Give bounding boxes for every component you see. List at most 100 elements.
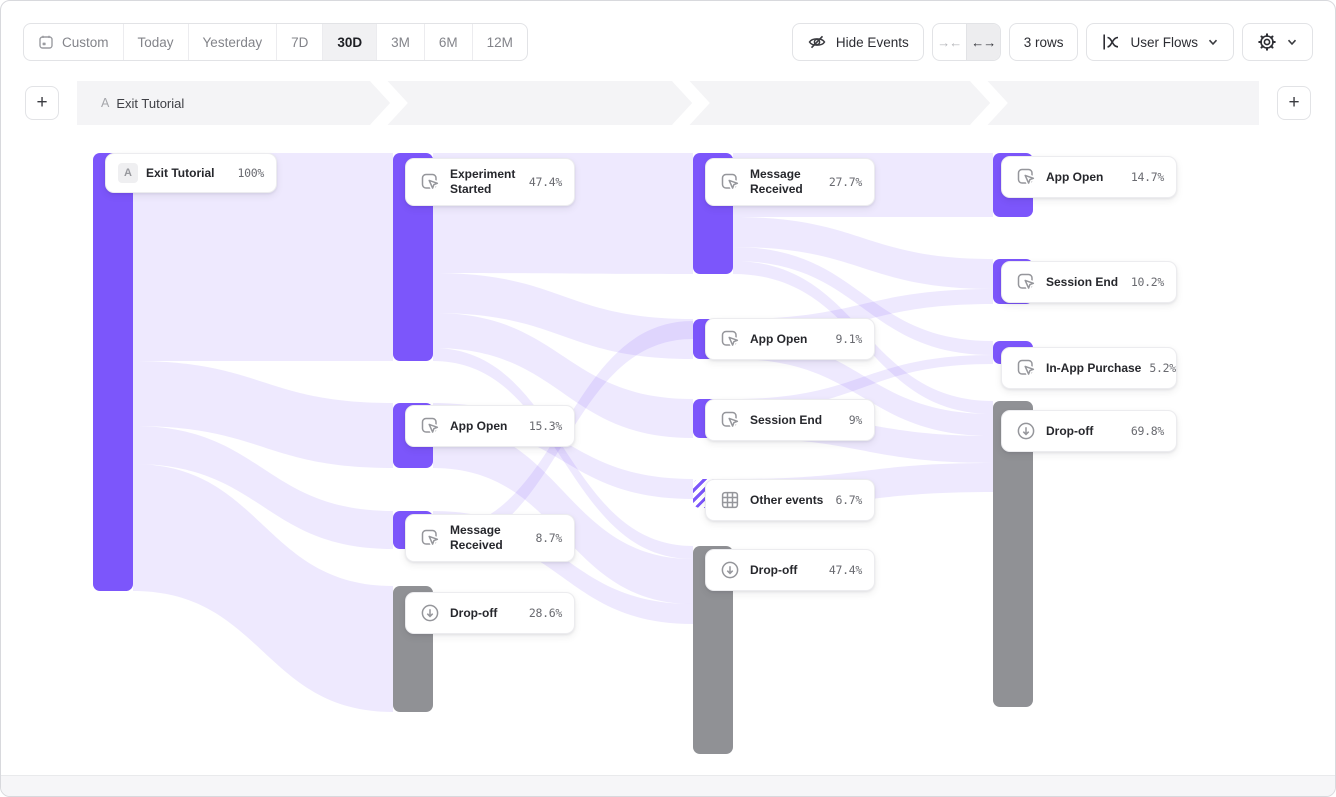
hide-events-button[interactable]: Hide Events bbox=[791, 23, 924, 61]
date-range-6m[interactable]: 6M bbox=[423, 24, 472, 60]
node-value: 6.7% bbox=[835, 493, 863, 507]
event-icon bbox=[418, 414, 442, 438]
flow-link-message-received-to-in-app-purchase[interactable] bbox=[733, 247, 993, 355]
date-range-label: 7D bbox=[291, 34, 309, 50]
step-header-bar[interactable]: A Exit Tutorial bbox=[77, 81, 1259, 125]
expand-columns-button[interactable]: ←→ bbox=[965, 24, 1000, 60]
flow-link-exit-tutorial-to-drop-off[interactable] bbox=[133, 464, 393, 712]
node-label: Session End bbox=[1046, 274, 1119, 289]
node-value: 69.8% bbox=[1130, 424, 1164, 438]
event-icon bbox=[1014, 165, 1038, 189]
flow-node-experiment-started-col2[interactable]: Experiment Started 47.4% bbox=[405, 158, 575, 206]
view-selector-label: User Flows bbox=[1130, 34, 1198, 50]
settings-button[interactable] bbox=[1242, 23, 1313, 61]
event-icon bbox=[418, 170, 442, 194]
other-events-icon bbox=[718, 488, 742, 512]
flow-link-session-end-to-in-app-purchase[interactable] bbox=[733, 355, 993, 411]
node-value: 47.4% bbox=[528, 175, 562, 189]
flow-link-experiment-started-to-session-end[interactable] bbox=[433, 313, 693, 438]
node-value: 9% bbox=[848, 413, 863, 427]
date-range-label: Custom bbox=[62, 34, 109, 50]
flow-node-drop-off-col2[interactable]: Drop-off 28.6% bbox=[405, 592, 575, 634]
event-icon bbox=[718, 170, 742, 194]
node-label: Message Received bbox=[450, 523, 503, 552]
flow-link-message-received-to-session-end[interactable] bbox=[733, 217, 993, 289]
date-range-30d[interactable]: 30D bbox=[322, 24, 377, 60]
node-label: Drop-off bbox=[1046, 423, 1094, 438]
node-label: Exit Tutorial bbox=[146, 165, 215, 180]
node-label: In-App Purchase bbox=[1046, 360, 1142, 375]
flow-link-experiment-started-to-drop-off[interactable] bbox=[433, 348, 693, 559]
flow-link-exit-tutorial-to-experiment-started[interactable] bbox=[133, 153, 393, 361]
flow-node-message-received-col2[interactable]: Message Received 8.7% bbox=[405, 514, 575, 562]
node-label: Other events bbox=[750, 492, 824, 507]
step-title: Exit Tutorial bbox=[116, 95, 185, 111]
node-label: Session End bbox=[750, 412, 823, 427]
bottom-scroll-strip[interactable] bbox=[1, 775, 1335, 796]
flow-node-message-received-col3[interactable]: Message Received 27.7% bbox=[705, 158, 875, 206]
gear-icon bbox=[1257, 32, 1277, 52]
flow-link-exit-tutorial-to-message-received[interactable] bbox=[133, 426, 393, 549]
flow-node-session-end-col4[interactable]: Session End 10.2% bbox=[1001, 261, 1177, 303]
flow-link-exit-tutorial-to-app-open[interactable] bbox=[133, 361, 393, 468]
date-range-3m[interactable]: 3M bbox=[376, 24, 424, 60]
user-flows-icon bbox=[1101, 32, 1121, 52]
date-range-label: 6M bbox=[438, 34, 458, 50]
rows-label: 3 rows bbox=[1023, 34, 1064, 50]
flow-link-experiment-started-to-app-open[interactable] bbox=[433, 273, 693, 359]
node-label: Drop-off bbox=[450, 605, 498, 620]
flow-node-other-events-col3[interactable]: Other events 6.7% bbox=[705, 479, 875, 521]
node-value: 28.6% bbox=[528, 606, 562, 620]
flow-node-app-open-col3[interactable]: App Open 9.1% bbox=[705, 318, 875, 360]
date-range-control: Custom Today Yesterday 7D 30D 3M 6M 12M bbox=[23, 23, 528, 61]
flow-bar-exit-tutorial-col1[interactable] bbox=[93, 153, 133, 591]
date-range-label: Yesterday bbox=[202, 34, 263, 50]
node-label: App Open bbox=[450, 418, 508, 433]
collapse-columns-button[interactable]: →← bbox=[937, 34, 962, 50]
flow-bar-drop-off-col4[interactable] bbox=[993, 401, 1033, 707]
date-range-label: 3M bbox=[391, 34, 410, 50]
node-value: 8.7% bbox=[535, 531, 563, 545]
flow-link-app-open-to-drop-off[interactable] bbox=[433, 423, 693, 604]
event-icon bbox=[1014, 270, 1038, 294]
node-label: Drop-off bbox=[750, 562, 798, 577]
date-range-today[interactable]: Today bbox=[122, 24, 188, 60]
eye-off-icon bbox=[807, 32, 827, 52]
flow-node-app-open-col4[interactable]: App Open 14.7% bbox=[1001, 156, 1177, 198]
flow-node-drop-off-col3[interactable]: Drop-off 47.4% bbox=[705, 549, 875, 591]
flow-node-drop-off-col4[interactable]: Drop-off 69.8% bbox=[1001, 410, 1177, 452]
date-range-12m[interactable]: 12M bbox=[471, 24, 527, 60]
chevron-down-icon bbox=[1286, 36, 1298, 48]
date-range-7d[interactable]: 7D bbox=[276, 24, 322, 60]
step-label: A Exit Tutorial bbox=[101, 96, 184, 111]
series-badge: A bbox=[118, 163, 138, 183]
date-range-custom[interactable]: Custom bbox=[24, 24, 123, 60]
event-icon bbox=[718, 408, 742, 432]
node-value: 14.7% bbox=[1130, 170, 1164, 184]
node-value: 9.1% bbox=[835, 332, 863, 346]
flow-node-app-open-col2[interactable]: App Open 15.3% bbox=[405, 405, 575, 447]
right-toolbar: Hide Events →← ←→ 3 rows User Flows bbox=[791, 23, 1313, 61]
flow-node-exit-tutorial-col1[interactable]: A Exit Tutorial 100% bbox=[105, 153, 277, 193]
node-value: 47.4% bbox=[828, 563, 862, 577]
add-step-button-right[interactable]: + bbox=[1277, 86, 1311, 120]
add-step-button-left[interactable]: + bbox=[25, 86, 59, 120]
node-value: 15.3% bbox=[528, 419, 562, 433]
view-selector-button[interactable]: User Flows bbox=[1086, 23, 1234, 61]
date-range-label: 12M bbox=[486, 34, 513, 50]
event-icon bbox=[718, 327, 742, 351]
flow-link-app-open-to-drop-off[interactable] bbox=[733, 337, 993, 436]
dropoff-icon bbox=[1014, 419, 1038, 443]
date-range-label: 30D bbox=[337, 34, 363, 50]
step-separator-chevrons bbox=[370, 81, 1008, 125]
event-icon bbox=[418, 526, 442, 550]
rows-button[interactable]: 3 rows bbox=[1008, 23, 1079, 61]
flow-node-session-end-col3[interactable]: Session End 9% bbox=[705, 399, 875, 441]
chevron-down-icon bbox=[1207, 36, 1219, 48]
dropoff-icon bbox=[418, 601, 442, 625]
flow-node-in-app-purchase-col4[interactable]: In-App Purchase 5.2% bbox=[1001, 347, 1177, 389]
top-toolbar: Custom Today Yesterday 7D 30D 3M 6M 12M Hide Ev… bbox=[1, 1, 1335, 61]
date-range-yesterday[interactable]: Yesterday bbox=[187, 24, 277, 60]
date-range-label: Today bbox=[137, 34, 174, 50]
